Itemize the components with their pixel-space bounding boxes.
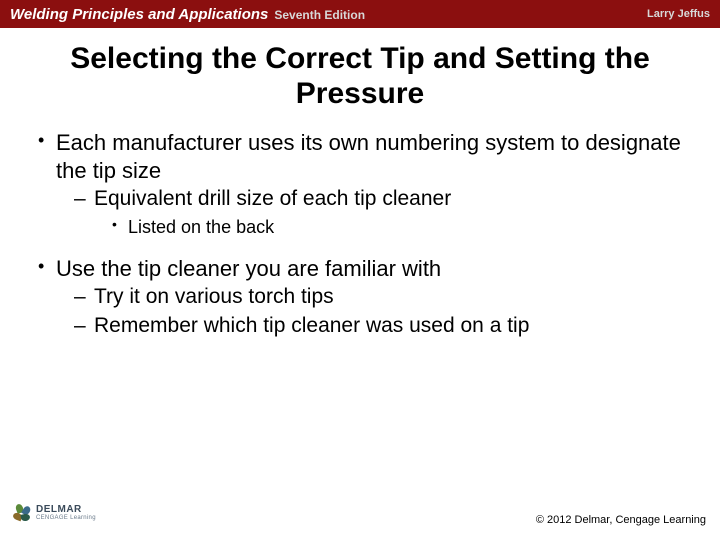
header-left: Welding Principles and Applications Seve…	[10, 6, 365, 23]
bullet-level1: Each manufacturer uses its own numbering…	[34, 129, 686, 184]
logo-brand: DELMAR	[36, 505, 96, 515]
copyright-text: © 2012 Delmar, Cengage Learning	[536, 514, 706, 526]
bullet-level2: Remember which tip cleaner was used on a…	[34, 313, 686, 339]
logo-subtext: CENGAGE Learning	[36, 515, 96, 521]
header-bar: Welding Principles and Applications Seve…	[0, 0, 720, 28]
slide-title: Selecting the Correct Tip and Setting th…	[0, 42, 720, 111]
author-label: Larry Jeffus	[647, 8, 710, 20]
edition-label: Seventh Edition	[274, 8, 365, 22]
bullet-level2: Try it on various torch tips	[34, 284, 686, 310]
logo-mark-icon	[14, 504, 32, 522]
bullet-level3: Listed on the back	[34, 216, 686, 239]
logo-text: DELMAR CENGAGE Learning	[36, 505, 96, 521]
publisher-logo: DELMAR CENGAGE Learning	[14, 504, 96, 522]
book-title: Welding Principles and Applications	[10, 6, 268, 23]
bullet-level1: Use the tip cleaner you are familiar wit…	[34, 255, 686, 283]
slide-content: Each manufacturer uses its own numbering…	[0, 129, 720, 339]
bullet-level2: Equivalent drill size of each tip cleane…	[34, 186, 686, 212]
